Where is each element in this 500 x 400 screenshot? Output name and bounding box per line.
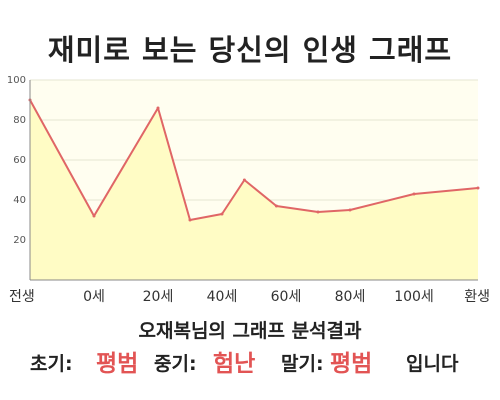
data-point-10 <box>476 186 480 190</box>
x-tick-label-1: 0세 <box>83 289 105 305</box>
data-point-9 <box>412 192 416 196</box>
x-tick-label-3: 40세 <box>207 289 238 305</box>
x-tick-label-7: 환생 <box>464 289 490 305</box>
y-tick-label-60: 60 <box>13 155 26 166</box>
middle-label: 중기: <box>154 353 197 375</box>
x-tick-label-2: 20세 <box>143 289 174 305</box>
y-tick-label-100: 100 <box>7 75 26 86</box>
x-tick-labels: 전생 0세 20세 40세 60세 80세 100세 환생 <box>9 289 490 305</box>
x-tick-label-4: 60세 <box>271 289 302 305</box>
y-tick-label-40: 40 <box>13 195 26 206</box>
middle-value: 험난 <box>213 351 256 377</box>
y-tick-label-80: 80 <box>13 115 26 126</box>
analysis-result: 초기: 평범 중기: 험난 말기: 평범 입니다 <box>0 347 500 381</box>
data-point-4 <box>220 212 224 216</box>
data-point-5 <box>242 178 246 182</box>
area-fill <box>30 100 478 280</box>
late-label: 말기: <box>281 353 324 375</box>
data-point-7 <box>316 210 320 214</box>
data-point-3 <box>188 218 192 222</box>
late-value: 평범 <box>330 351 373 377</box>
data-point-2 <box>156 106 160 110</box>
area-layer <box>28 98 480 280</box>
x-tick-label-0: 전생 <box>9 289 35 305</box>
result-suffix: 입니다 <box>406 353 459 375</box>
x-tick-label-5: 80세 <box>335 289 366 305</box>
analysis-heading: 오재복님의 그래프 분석결과 <box>138 320 362 342</box>
data-point-6 <box>274 204 278 208</box>
early-value: 평범 <box>96 351 139 377</box>
data-point-1 <box>92 214 96 218</box>
y-tick-labels: 20 40 60 80 100 <box>7 75 26 246</box>
data-point-8 <box>348 208 352 212</box>
y-tick-label-20: 20 <box>13 235 26 246</box>
x-tick-label-6: 100세 <box>394 289 434 305</box>
page-title: 재미로 보는 당신의 인생 그래프 <box>47 33 453 67</box>
life-graph-chart: 20 40 60 80 100 전생 0세 20세 40세 60세 80세 100세 환생 <box>7 75 490 305</box>
early-label: 초기: <box>30 353 73 375</box>
